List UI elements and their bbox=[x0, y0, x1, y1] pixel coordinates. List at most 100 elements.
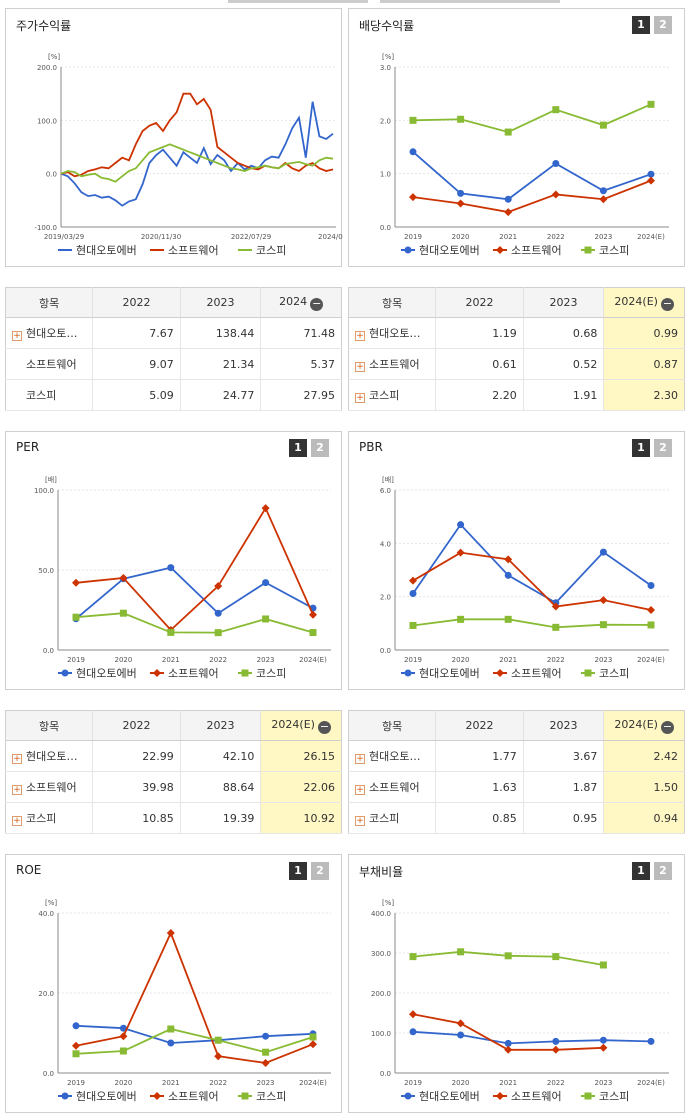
column-header-label: 항목 bbox=[382, 719, 403, 733]
expand-icon[interactable]: + bbox=[355, 331, 365, 341]
blue-circle-marker bbox=[167, 1039, 175, 1047]
expand-icon[interactable]: + bbox=[355, 816, 365, 826]
column-header: 항목 bbox=[348, 287, 436, 318]
page-1-button[interactable]: 1 bbox=[289, 862, 307, 880]
red-diamond-marker bbox=[647, 606, 655, 614]
column-header: 2023 bbox=[179, 710, 261, 741]
column-header: 항목 bbox=[5, 710, 93, 741]
value-cell: 5.37 bbox=[260, 348, 342, 380]
expand-icon[interactable]: + bbox=[12, 785, 22, 795]
page-2-button[interactable]: 2 bbox=[654, 439, 672, 457]
column-header-label: 2022 bbox=[465, 296, 494, 309]
legend-label: 코스피 bbox=[599, 244, 629, 257]
red-diamond-marker bbox=[504, 1045, 513, 1054]
column-header-label: 2022 bbox=[465, 719, 494, 732]
page-2-button[interactable]: 2 bbox=[311, 862, 329, 880]
x-tick-label: 2023 bbox=[594, 1079, 612, 1087]
value-cell: 0.87 bbox=[603, 348, 685, 380]
collapse-icon[interactable]: − bbox=[317, 719, 331, 734]
value-cell: 10.92 bbox=[260, 802, 342, 834]
table-header-row: 항목 2022 2023 2024− bbox=[5, 287, 342, 318]
blue-circle-marker bbox=[599, 548, 607, 556]
green-square-marker bbox=[584, 246, 592, 254]
table-row: + 소프트웨어 39.98 88.64 22.06 bbox=[5, 771, 342, 803]
row-name-cell: + 소프트웨어 bbox=[5, 771, 93, 803]
x-tick-label: 2024(E) bbox=[299, 1079, 327, 1087]
page-1-button[interactable]: 1 bbox=[632, 862, 650, 880]
y-tick-label: 6.0 bbox=[380, 487, 391, 495]
row-name-cell: 소프트웨어 bbox=[5, 348, 93, 380]
unit-label: [배] bbox=[382, 475, 394, 484]
page-2-button[interactable]: 2 bbox=[654, 862, 672, 880]
y-tick-label: 0.0 bbox=[380, 224, 391, 232]
page-1-button[interactable]: 1 bbox=[289, 439, 307, 457]
blue-circle-marker bbox=[262, 579, 270, 587]
column-header: 2024− bbox=[260, 287, 342, 318]
green-square-marker bbox=[552, 106, 560, 114]
x-tick-label: 2022 bbox=[209, 1079, 227, 1087]
legend-label: 소프트웨어 bbox=[168, 244, 219, 257]
red-diamond-marker bbox=[504, 208, 513, 217]
column-header-label: 2023 bbox=[549, 296, 578, 309]
table-row: + 현대오토… 1.19 0.68 0.99 bbox=[348, 317, 685, 349]
x-tick-label: 2020 bbox=[452, 656, 470, 664]
y-tick-label: 0.0 bbox=[380, 647, 391, 655]
legend-label: 현대오토에버 bbox=[419, 667, 480, 680]
table-row: + 현대오토… 22.99 42.10 26.15 bbox=[5, 740, 342, 772]
collapse-icon[interactable]: − bbox=[660, 296, 674, 311]
x-tick-label: 2024(E) bbox=[637, 656, 665, 664]
stock-return-table: 항목 2022 2023 2024− + 현대오토… 7.67 138.44 71.48 소프트웨… bbox=[5, 287, 342, 411]
series-line-1 bbox=[75, 506, 314, 632]
table-row: + 소프트웨어 0.61 0.52 0.87 bbox=[348, 348, 685, 380]
page-1-button[interactable]: 1 bbox=[632, 439, 650, 457]
expand-icon[interactable]: + bbox=[12, 754, 22, 764]
page-2-button[interactable]: 2 bbox=[654, 16, 672, 34]
column-header-label: 2023 bbox=[549, 719, 578, 732]
y-tick-label: 100.0 bbox=[37, 117, 57, 125]
value-cell: 0.99 bbox=[603, 317, 685, 349]
row-name-label: 코스피 bbox=[369, 389, 400, 402]
green-square-marker bbox=[72, 1050, 80, 1058]
page-2-button[interactable]: 2 bbox=[311, 439, 329, 457]
expand-icon[interactable]: + bbox=[355, 754, 365, 764]
expand-icon[interactable]: + bbox=[12, 816, 22, 826]
green-square-marker bbox=[599, 621, 607, 629]
green-square-marker bbox=[457, 615, 465, 623]
collapse-icon[interactable]: − bbox=[660, 719, 674, 734]
dividend-yield-table: 항목 2022 2023 2024(E) − + 현대오토… 1.19 0.68 0.99 + 소프트… bbox=[348, 287, 685, 411]
legend-label: 코스피 bbox=[256, 1090, 286, 1103]
row-name-label: 소프트웨어 bbox=[26, 358, 77, 371]
row-name-cell: + 현대오토… bbox=[5, 317, 93, 349]
stock-return-panel: 주가수익률 [%] 200.0 100.0 0.0 -100.0 2019/03/29 20… bbox=[5, 8, 343, 267]
column-header: 2023 bbox=[179, 287, 261, 318]
column-header-label: 2022 bbox=[122, 296, 151, 309]
column-header: 2022 bbox=[92, 710, 181, 741]
x-tick-label: 2021 bbox=[162, 1079, 180, 1087]
red-diamond-marker bbox=[72, 1041, 80, 1050]
row-name-label: 소프트웨어 bbox=[26, 781, 77, 794]
expand-icon[interactable]: + bbox=[12, 331, 22, 341]
page-1-button[interactable]: 1 bbox=[632, 16, 650, 34]
green-square-marker bbox=[552, 953, 560, 961]
expand-icon[interactable]: + bbox=[355, 393, 365, 403]
table-header-row: 항목 2022 2023 2024(E) − bbox=[348, 287, 685, 318]
red-diamond-marker bbox=[496, 246, 504, 254]
green-square-marker bbox=[241, 1092, 249, 1100]
top-edge-bar bbox=[228, 0, 368, 3]
blue-circle-marker bbox=[457, 189, 465, 197]
x-tick-label: 2019 bbox=[67, 656, 85, 664]
expand-icon[interactable]: + bbox=[355, 785, 365, 795]
column-header-label: 2023 bbox=[206, 719, 235, 732]
x-tick-label: 2020 bbox=[114, 656, 132, 664]
row-name-cell: + 코스피 bbox=[5, 802, 93, 834]
expand-icon[interactable]: + bbox=[355, 362, 365, 372]
blue-circle-marker bbox=[552, 1037, 560, 1045]
collapse-icon[interactable]: − bbox=[310, 296, 324, 311]
x-tick-label: 2020 bbox=[452, 1079, 470, 1087]
row-name-cell: + 현대오토… bbox=[5, 740, 93, 772]
x-tick-label: 2020/11/30 bbox=[141, 233, 181, 241]
blue-circle-marker bbox=[647, 581, 655, 589]
x-tick-label: 2019/03/29 bbox=[44, 233, 84, 241]
panel-title: 배당수익률 bbox=[359, 19, 415, 33]
value-cell: 24.77 bbox=[179, 379, 261, 411]
